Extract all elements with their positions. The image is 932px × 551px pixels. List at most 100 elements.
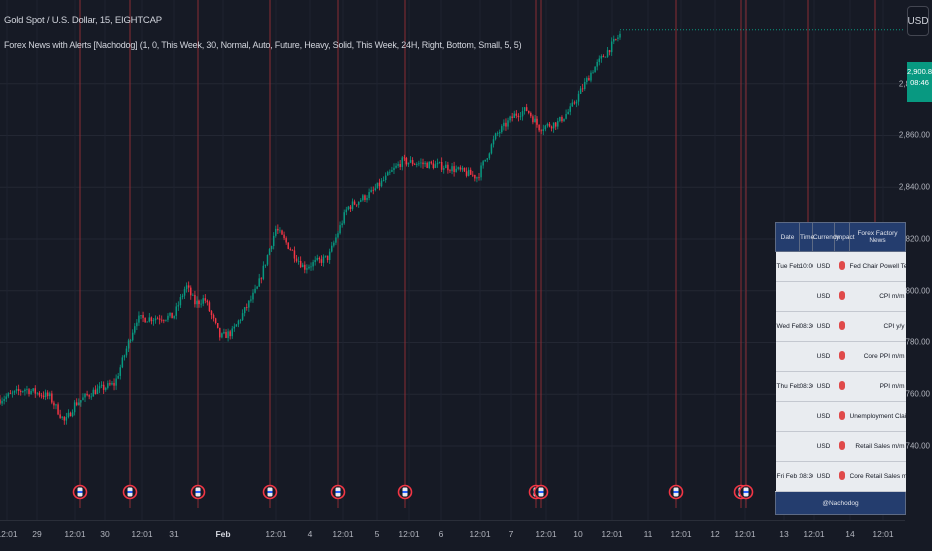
candle-body <box>246 307 248 308</box>
news-flag-icon[interactable] <box>122 484 138 500</box>
candle-body <box>455 168 457 172</box>
candle-body <box>214 318 217 324</box>
news-table-header: Date Time Currency Impact Forex Factory News <box>775 222 906 252</box>
news-flag-icon[interactable] <box>262 484 278 500</box>
news-flag-icon[interactable] <box>533 484 549 500</box>
candle-body <box>339 225 341 234</box>
candle-body <box>482 161 484 166</box>
time-tick: 12:01 <box>872 529 894 539</box>
candle-body <box>287 242 289 249</box>
price-chart[interactable] <box>0 0 905 520</box>
news-flag-icon[interactable] <box>72 484 88 500</box>
candle-body <box>559 116 561 122</box>
candle-body <box>552 122 555 129</box>
news-currency: USD <box>812 311 835 342</box>
candle-body <box>51 393 53 403</box>
candle-body <box>297 261 300 262</box>
currency-button[interactable]: USD <box>907 6 929 36</box>
time-tick: 14 <box>845 529 855 539</box>
news-time: 08:30 <box>799 461 813 492</box>
candle-body <box>397 164 399 166</box>
candle-body <box>413 164 416 166</box>
time-tick: 31 <box>169 529 179 539</box>
news-flag-icon[interactable] <box>738 484 754 500</box>
candle-body <box>279 230 281 232</box>
news-date <box>775 401 800 432</box>
candle-body <box>24 389 26 392</box>
candle-body <box>588 78 590 81</box>
candle-body <box>19 390 22 392</box>
news-time: 08:30 <box>799 311 813 342</box>
candle-body <box>26 389 28 391</box>
candle-body <box>328 251 331 261</box>
candle-body <box>472 174 474 176</box>
candle-body <box>364 195 366 200</box>
candle-body <box>243 307 246 314</box>
news-flag-icon[interactable] <box>330 484 346 500</box>
candle-body <box>353 201 356 205</box>
news-flag-icon[interactable] <box>668 484 684 500</box>
candle-body <box>351 201 354 210</box>
news-title: Unemployment Claims <box>849 401 906 432</box>
news-date <box>775 341 800 372</box>
candle-body <box>604 56 607 58</box>
candle-body <box>49 393 51 397</box>
candle-body <box>299 261 302 268</box>
news-impact <box>834 371 850 402</box>
candle-body <box>374 188 377 191</box>
candle-body <box>362 195 364 201</box>
price-tick: 2,780.00 <box>898 337 930 347</box>
candle-body <box>94 389 97 394</box>
candle-body <box>121 357 124 368</box>
candle-body <box>148 317 151 322</box>
candle-body <box>318 257 321 260</box>
candle-body <box>476 177 478 179</box>
candle-body <box>146 321 148 323</box>
candle-body <box>488 153 491 159</box>
candle-body <box>496 133 499 135</box>
candle-body <box>223 331 225 334</box>
candle-body <box>0 399 1 404</box>
news-title: Core PPI m/m <box>849 341 906 372</box>
candle-body <box>200 303 202 305</box>
candle-body <box>561 116 563 122</box>
candle-body <box>490 144 493 154</box>
news-currency: USD <box>812 461 835 492</box>
candle-body <box>46 392 49 397</box>
candle-body <box>187 285 190 288</box>
candle-body <box>409 160 412 163</box>
candle-body <box>573 102 576 104</box>
candle-body <box>536 118 538 125</box>
indicator-title[interactable]: Forex News with Alerts [Nachodog] (1, 0,… <box>4 40 522 50</box>
news-row: Fri Feb 1408:30USD Core Retail Sales m/m <box>775 461 906 492</box>
candle-body <box>102 384 105 390</box>
candle-body <box>395 165 397 168</box>
candle-body <box>366 198 368 200</box>
candle-body <box>608 50 611 53</box>
candle-body <box>216 323 219 328</box>
candle-body <box>198 300 200 304</box>
chart-title[interactable]: Gold Spot / U.S. Dollar, 15, EIGHTCAP <box>4 15 162 26</box>
candle-body <box>134 326 136 333</box>
candle-body <box>248 300 250 308</box>
candle-body <box>88 395 90 397</box>
candle-body <box>136 322 138 327</box>
high-impact-icon <box>839 441 845 450</box>
candle-body <box>389 171 391 173</box>
news-currency: USD <box>812 431 835 462</box>
candle-body <box>67 412 70 418</box>
candle-body <box>432 163 435 168</box>
candle-body <box>453 166 455 172</box>
candle-body <box>239 319 242 321</box>
time-axis[interactable]: 12:01 29 12:01 30 12:01 31 Feb 12:01 4 12:01 5 12:0… <box>0 520 905 551</box>
news-flag-icon[interactable] <box>190 484 206 500</box>
candle-body <box>73 402 76 413</box>
candle-body <box>461 167 464 170</box>
news-flag-icon[interactable] <box>397 484 413 500</box>
candle-body <box>426 162 428 169</box>
news-time: 08:30 <box>799 371 813 402</box>
news-time <box>799 281 813 312</box>
candle-body <box>501 126 503 133</box>
candle-body <box>258 278 260 287</box>
